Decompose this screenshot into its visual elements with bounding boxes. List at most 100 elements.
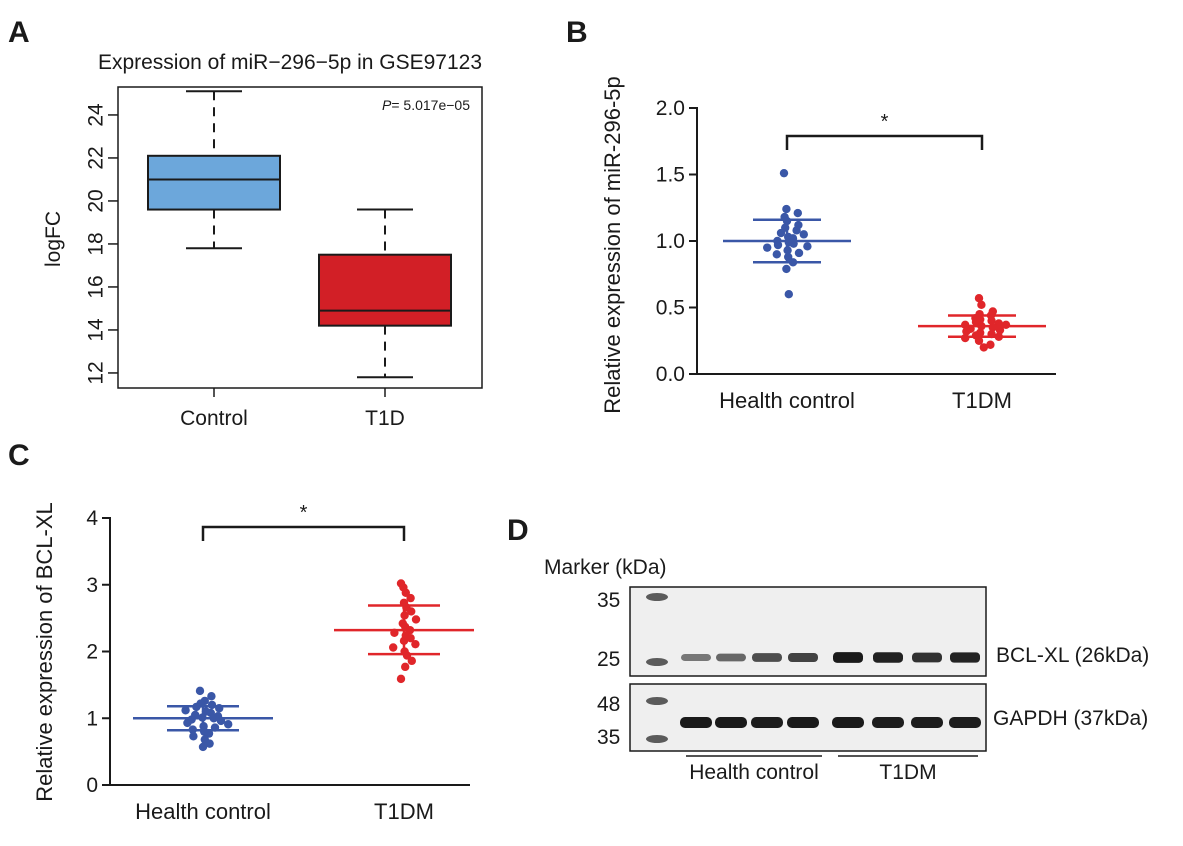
data-point-t1dm — [411, 615, 421, 624]
significance-bracket — [201, 525, 406, 541]
band-bcl-xl — [873, 652, 903, 663]
panel-b-dotplot: Relative expression of miR-296-5p 0.0 0.5… — [600, 76, 1056, 414]
blot-bottom-marker-35: 35 — [597, 726, 620, 749]
panel-b-ylabel: Relative expression of miR-296-5p — [600, 76, 625, 414]
data-point-health-control — [207, 700, 217, 710]
panel-a-plot-frame — [117, 86, 483, 389]
marker-ladder-band — [646, 697, 668, 705]
panel-b-points — [723, 168, 1046, 352]
data-point-health-control — [773, 240, 783, 250]
group-label-t1dm: T1DM — [879, 761, 936, 784]
data-point-t1dm — [389, 643, 398, 652]
blot-bottom-protein-label: GAPDH (37kDa) — [993, 707, 1148, 730]
data-point-t1dm — [961, 333, 970, 343]
panel-b-significance: * — [785, 111, 984, 150]
panel-b-ytick-label: 2.0 — [656, 97, 685, 120]
panel-a-ytick-label: 12 — [85, 361, 108, 384]
data-point-t1dm — [396, 674, 406, 684]
marker-ladder-band — [646, 658, 668, 666]
panel-a-x-labels: Control T1D — [180, 388, 405, 430]
band-bcl-xl — [912, 652, 942, 663]
panel-a-ytick-label: 22 — [85, 146, 108, 169]
data-point-health-control — [792, 226, 801, 235]
group-label-health-control: Health control — [689, 761, 819, 784]
panel-label-b: B — [566, 16, 588, 49]
band-bcl-xl — [833, 652, 863, 663]
band-bcl-xl — [788, 652, 818, 663]
marker-ladder-band — [646, 593, 668, 601]
data-point-t1dm — [962, 327, 971, 336]
band-bcl-xl — [716, 653, 746, 662]
data-point-t1dm — [407, 656, 416, 666]
band-gapdh — [787, 717, 819, 728]
data-point-health-control — [763, 243, 772, 252]
panel-a-ytick-label: 24 — [85, 103, 108, 127]
data-point-t1dm — [406, 593, 415, 603]
data-point-health-control — [794, 248, 804, 258]
data-point-health-control — [189, 732, 198, 741]
data-point-t1dm — [995, 325, 1005, 335]
blot-marker-ladder — [646, 593, 668, 743]
data-point-health-control — [224, 720, 233, 729]
blot-top-marker-35: 35 — [597, 589, 620, 612]
blot-top-marker-25: 25 — [597, 648, 620, 671]
data-point-health-control — [198, 742, 208, 752]
panel-b-xtick-label: T1DM — [952, 388, 1012, 413]
box-t1d — [318, 253, 452, 327]
data-point-health-control — [183, 718, 192, 728]
panel-c-ytick-label: 1 — [86, 707, 98, 730]
panel-c-axes: 0 1 2 3 4 — [86, 507, 470, 797]
panel-d-western-blot: Marker (kDa) 35 25 48 35 BCL-XL (26kDa) … — [544, 556, 1149, 784]
data-point-health-control — [782, 204, 791, 214]
panel-label-a: A — [8, 16, 30, 49]
panel-c-xtick-label: T1DM — [374, 799, 434, 824]
blot-bands — [680, 652, 981, 728]
data-point-health-control — [799, 230, 808, 239]
significance-asterisk: * — [300, 502, 308, 524]
band-gapdh — [872, 717, 904, 728]
data-point-health-control — [793, 208, 802, 218]
data-point-health-control — [205, 739, 214, 748]
panel-d-marker-title: Marker (kDa) — [544, 556, 667, 579]
panel-b-x-labels: Health control T1DM — [719, 388, 1012, 413]
panel-c-xtick-label: Health control — [135, 799, 271, 824]
panel-a-boxplot: Expression of miR−296−5p in GSE97123 log… — [42, 51, 483, 430]
data-point-t1dm — [407, 607, 416, 616]
band-gapdh — [751, 717, 783, 728]
data-point-t1dm — [401, 588, 410, 597]
panel-a-xtick-label: Control — [180, 407, 248, 430]
panel-b-axes: 0.0 0.5 1.0 1.5 2.0 — [656, 97, 1056, 386]
panel-b-ytick-label: 1.0 — [656, 230, 685, 253]
panel-c-points — [133, 579, 474, 752]
panel-a-ytick-label: 18 — [85, 232, 108, 255]
band-bcl-xl — [950, 652, 980, 663]
panel-c-x-labels: Health control T1DM — [135, 799, 434, 824]
panel-a-boxes — [147, 90, 452, 379]
band-bcl-xl — [752, 653, 782, 662]
data-point-t1dm — [979, 343, 988, 352]
panel-b-ytick-label: 1.5 — [656, 164, 685, 187]
panel-a-p-symbol: P — [382, 97, 392, 113]
data-point-health-control — [784, 290, 793, 299]
data-point-t1dm — [977, 300, 986, 310]
blot-top-protein-label: BCL-XL (26kDa) — [996, 644, 1149, 667]
data-point-health-control — [782, 264, 791, 274]
data-point-health-control — [776, 228, 786, 238]
panel-a-y-axis: 12 14 16 18 20 22 24 — [85, 103, 118, 385]
panel-c-ytick-label: 0 — [86, 774, 98, 797]
panel-b-ytick-label: 0.5 — [656, 297, 685, 320]
band-bcl-xl — [681, 653, 711, 662]
panel-a-ylabel: logFC — [42, 211, 65, 267]
data-point-t1dm — [974, 293, 984, 303]
panel-c-ylabel: Relative expression of BCL-XL — [32, 502, 57, 802]
panel-label-d: D — [507, 514, 529, 547]
data-point-health-control — [772, 250, 781, 259]
data-point-health-control — [207, 692, 216, 701]
significance-bracket — [785, 134, 984, 150]
data-point-t1dm — [411, 639, 420, 649]
panel-a-ytick-label: 20 — [85, 189, 108, 212]
panel-a-ytick-label: 14 — [85, 318, 108, 342]
panel-b-ytick-label: 0.0 — [656, 363, 685, 386]
panel-c-dotplot: Relative expression of BCL-XL 0 1 2 3 4 * He… — [32, 502, 474, 824]
